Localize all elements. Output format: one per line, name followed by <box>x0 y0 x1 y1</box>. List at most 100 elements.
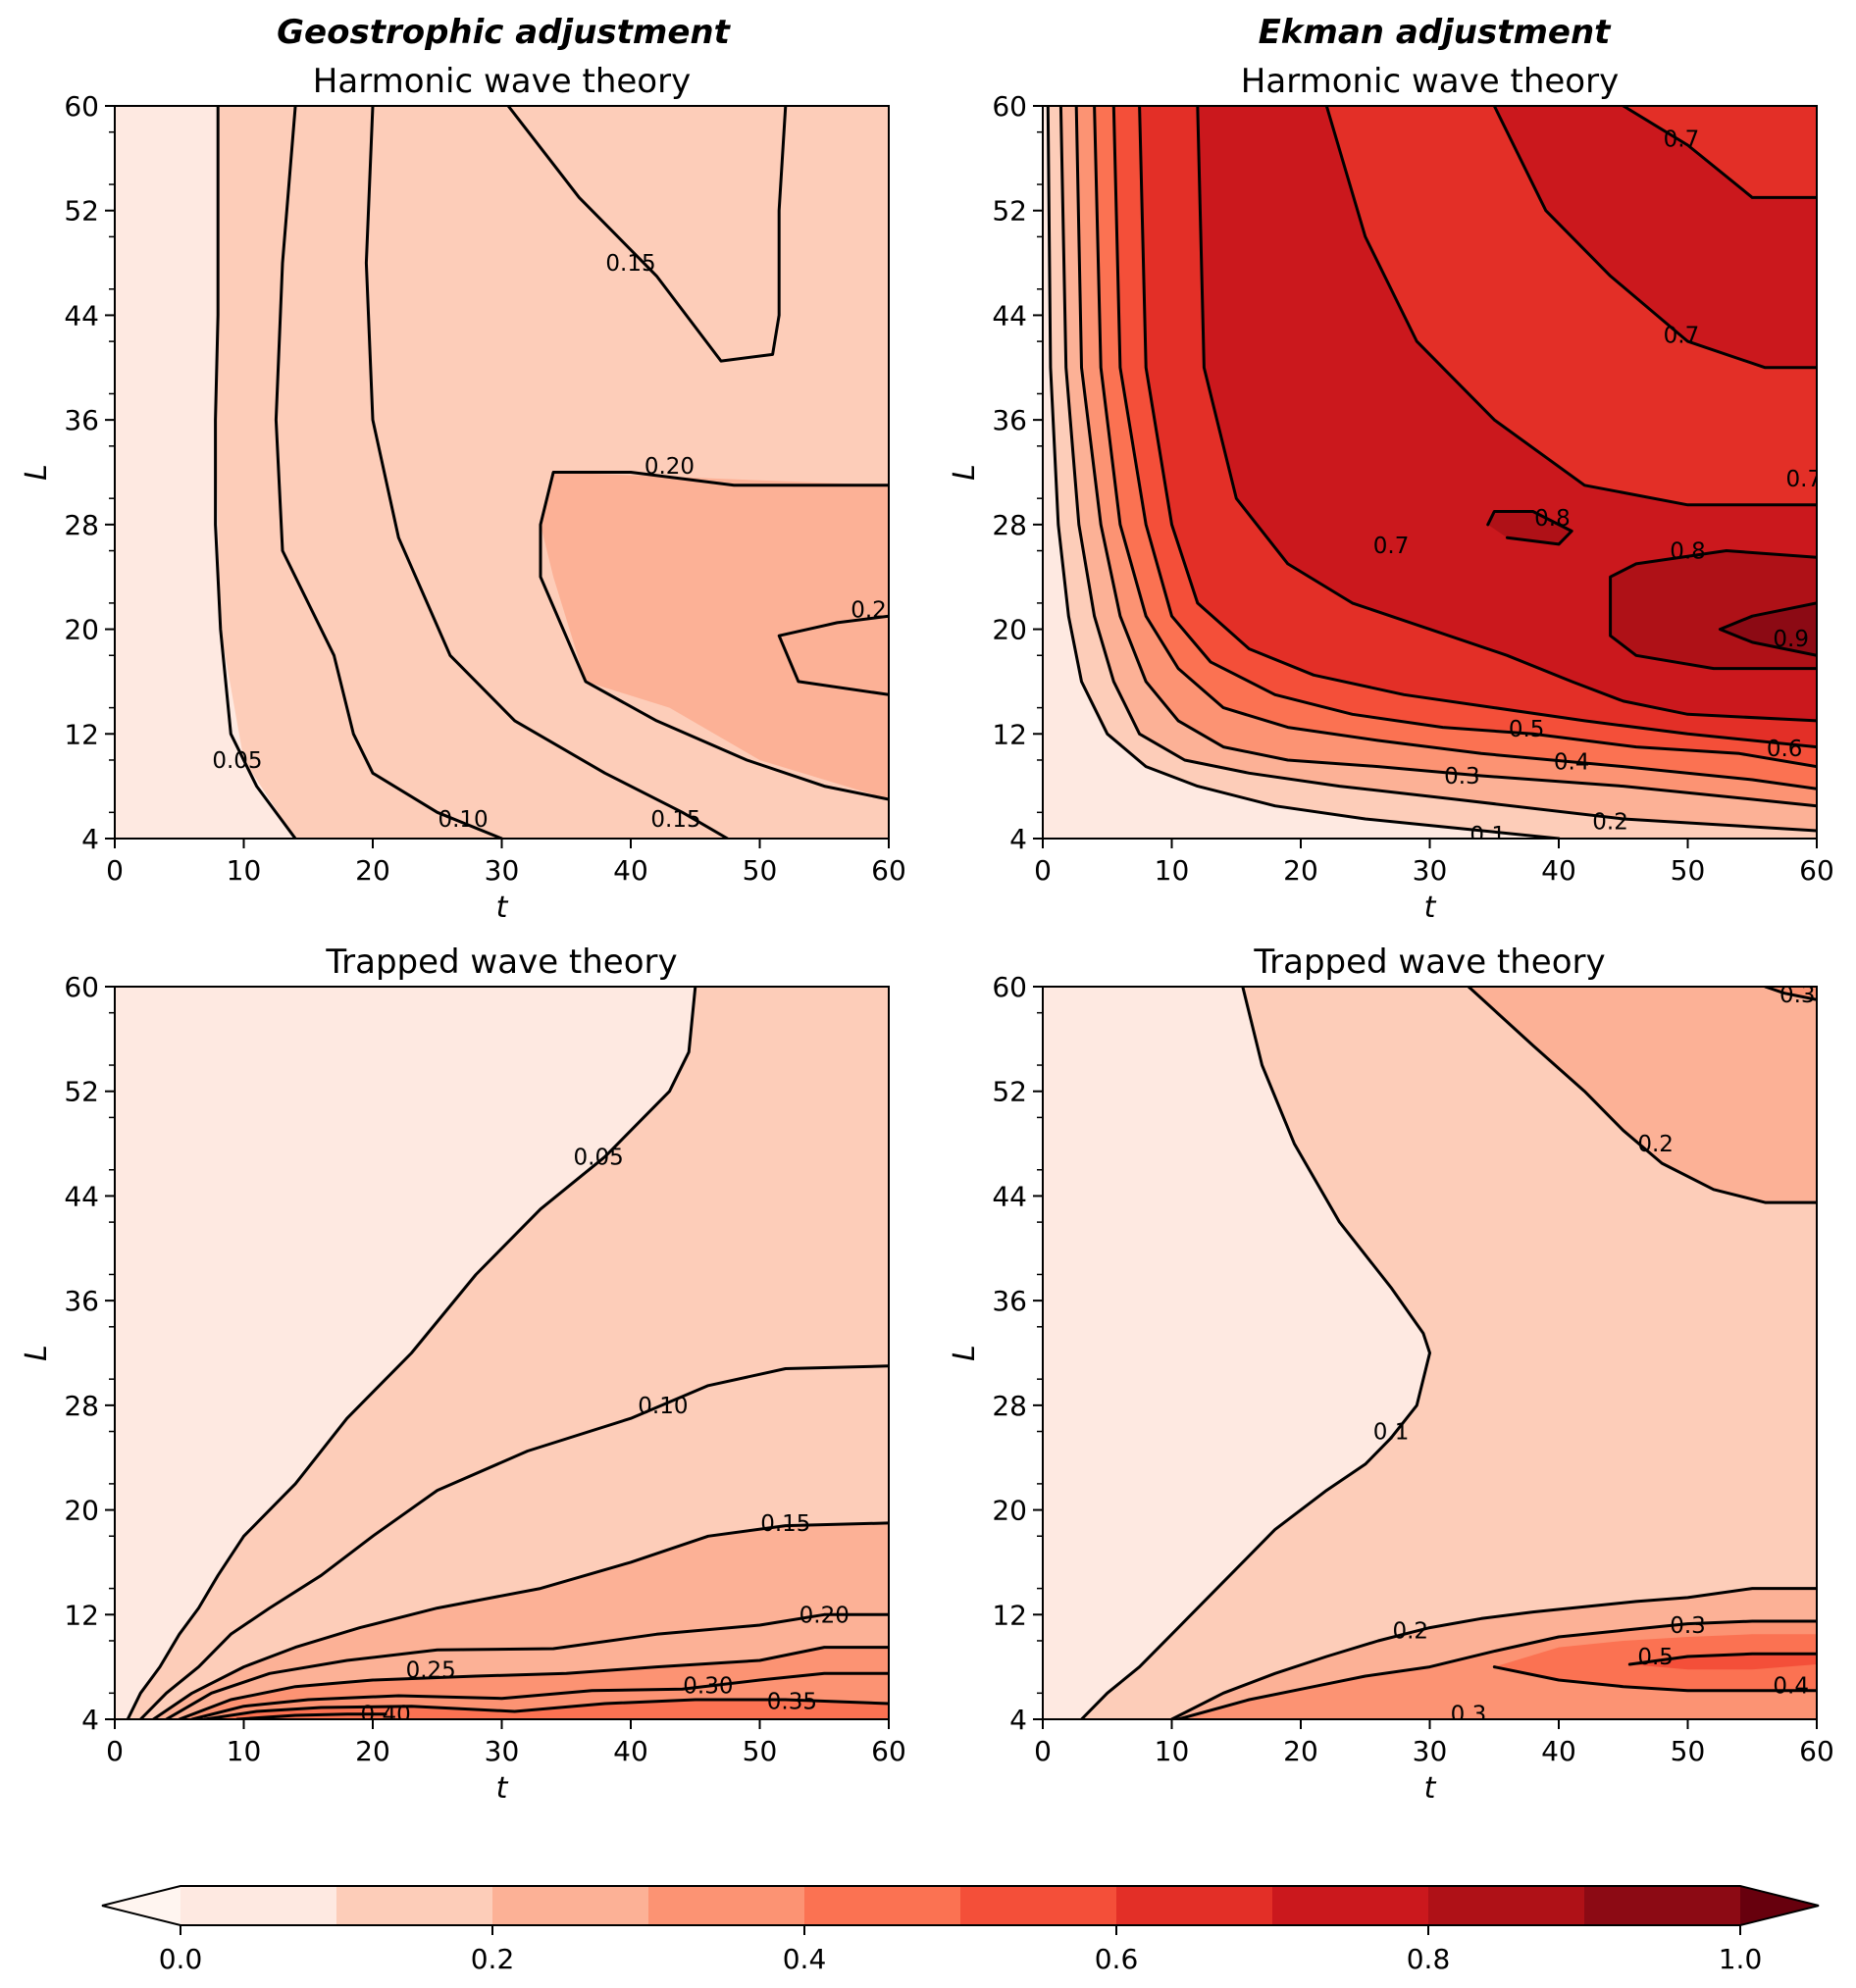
filled-region <box>1326 106 1817 505</box>
contour-label: 0.3 <box>1444 764 1480 790</box>
contour-label: 0.8 <box>1534 506 1571 532</box>
x-tick-label: 60 <box>1799 854 1834 887</box>
contour-label: 0.3 <box>1451 1703 1487 1728</box>
contour-label: 0.10 <box>438 807 488 833</box>
x-tick-label: 0 <box>106 854 124 887</box>
colorbar-over-triangle <box>1740 1886 1819 1925</box>
y-tick-label: 44 <box>992 1180 1027 1212</box>
contour-label: 0.9 <box>1773 627 1809 652</box>
contour-label: 0.30 <box>683 1673 733 1699</box>
filled-region <box>1469 987 1817 1203</box>
colorbar-tick-label: 0.2 <box>471 1943 515 1975</box>
y-tick-label: 44 <box>64 1180 99 1212</box>
contour-line <box>138 1364 889 1719</box>
panel-subtitle: Harmonic wave theory <box>313 62 691 101</box>
y-tick-label: 36 <box>64 404 99 436</box>
contour-line <box>1492 1665 1817 1693</box>
contour-line <box>151 1521 889 1719</box>
colorbar-tick-label: 0.6 <box>1095 1943 1139 1975</box>
y-tick-label: 52 <box>992 195 1027 228</box>
colorbar-segment <box>960 1886 1117 1925</box>
filled-region <box>115 106 296 839</box>
panel-geostrophic-trapped: 0.05 0.10 0.15 0.20 0.25 0.30 0.35 0.40 0 10 20 30 4… <box>20 943 906 1806</box>
contour-label: 0.7 <box>1786 467 1823 492</box>
x-axis-label: t <box>1424 1771 1437 1806</box>
x-tick-label: 40 <box>613 854 648 887</box>
filled-region <box>1629 1654 1817 1670</box>
colorbar-segment <box>1428 1886 1585 1925</box>
x-tick-label: 60 <box>871 854 906 887</box>
y-axis-label: L <box>948 1345 982 1361</box>
x-tick-label: 20 <box>1283 854 1318 887</box>
contour-line <box>274 106 503 839</box>
colorbar-segment <box>1584 1886 1741 1925</box>
contour-line <box>1609 549 1817 671</box>
y-tick-label: 36 <box>992 404 1027 436</box>
y-tick-label: 4 <box>81 823 99 855</box>
filled-region <box>541 472 889 799</box>
contour-label: 0.2 <box>1392 1618 1428 1644</box>
contour-line <box>1718 601 1817 657</box>
x-tick-label: 30 <box>485 854 520 887</box>
colorbar-segment <box>1116 1886 1273 1925</box>
x-tick-label: 40 <box>1541 854 1576 887</box>
colorbar-under-triangle <box>102 1886 180 1925</box>
contour-line <box>1111 106 1817 769</box>
panel-subtitle: Harmonic wave theory <box>1241 62 1619 101</box>
contour-label: 0.4 <box>1554 749 1590 775</box>
col-title-geostrophic: Geostrophic adjustment <box>277 13 731 52</box>
contour-line <box>1046 106 1561 839</box>
contour-line <box>1627 1652 1817 1666</box>
y-tick-label: 20 <box>992 614 1027 646</box>
contour-label: 0.15 <box>605 251 655 277</box>
x-tick-label: 20 <box>1283 1735 1318 1767</box>
colorbar-segment <box>648 1886 805 1925</box>
panel-subtitle: Trapped wave theory <box>325 943 677 982</box>
x-tick-label: 30 <box>485 1735 520 1767</box>
y-tick-label: 60 <box>992 971 1027 1003</box>
colorbar-segment <box>492 1886 649 1925</box>
y-axis-label: L <box>20 1345 54 1361</box>
panel-geostrophic-harmonic: 0.05 0.10 0.15 0.15 0.20 0.25 0 10 20 30 40 50 60 4 12… <box>20 62 906 925</box>
y-tick-label: 20 <box>992 1495 1027 1527</box>
contour-line <box>203 1698 889 1719</box>
contour-line <box>1492 106 1817 370</box>
colorbar-tick-label: 1.0 <box>1719 1943 1763 1975</box>
contour-label: 0.15 <box>760 1511 810 1537</box>
filled-region <box>1623 106 1817 198</box>
panel-ekman-harmonic: 0.1 0.2 0.3 0.4 0.5 0.6 0.7 0.7 0.7 0.7 0.8 0.8 0.9 0… <box>948 62 1834 925</box>
y-tick-label: 28 <box>64 1390 99 1422</box>
x-tick-label: 30 <box>1413 1735 1448 1767</box>
contour-label: 0.5 <box>1637 1645 1674 1670</box>
contour-label: 0.3 <box>1779 983 1816 1008</box>
x-tick-label: 10 <box>1155 854 1190 887</box>
colorbar-tick-label: 0.4 <box>783 1943 827 1975</box>
filled-region <box>1081 987 1817 1719</box>
col-title-ekman: Ekman adjustment <box>1259 13 1613 52</box>
x-tick-label: 20 <box>355 1735 390 1767</box>
contour-label: 0.7 <box>1664 323 1700 348</box>
y-tick-label: 52 <box>992 1076 1027 1108</box>
x-axis-label: t <box>496 1771 509 1806</box>
contour-label: 0.5 <box>1509 717 1545 742</box>
contour-label: 0.7 <box>1373 534 1410 559</box>
panel-subtitle: Trapped wave theory <box>1253 943 1605 982</box>
y-tick-label: 4 <box>81 1704 99 1736</box>
x-tick-label: 60 <box>1799 1735 1834 1767</box>
y-tick-label: 4 <box>1009 823 1027 855</box>
x-tick-label: 10 <box>227 854 262 887</box>
x-tick-label: 40 <box>613 1735 648 1767</box>
x-tick-label: 50 <box>743 854 778 887</box>
x-axis-label: t <box>496 891 509 925</box>
contour-line <box>1058 106 1817 833</box>
y-tick-label: 52 <box>64 1076 99 1108</box>
y-tick-label: 12 <box>992 1599 1027 1631</box>
x-tick-label: 10 <box>227 1735 262 1767</box>
y-tick-label: 36 <box>992 1285 1027 1317</box>
contour-line <box>777 614 889 696</box>
x-tick-label: 0 <box>106 1735 124 1767</box>
x-tick-label: 20 <box>355 854 390 887</box>
y-tick-label: 44 <box>64 299 99 331</box>
y-tick-label: 60 <box>992 90 1027 123</box>
